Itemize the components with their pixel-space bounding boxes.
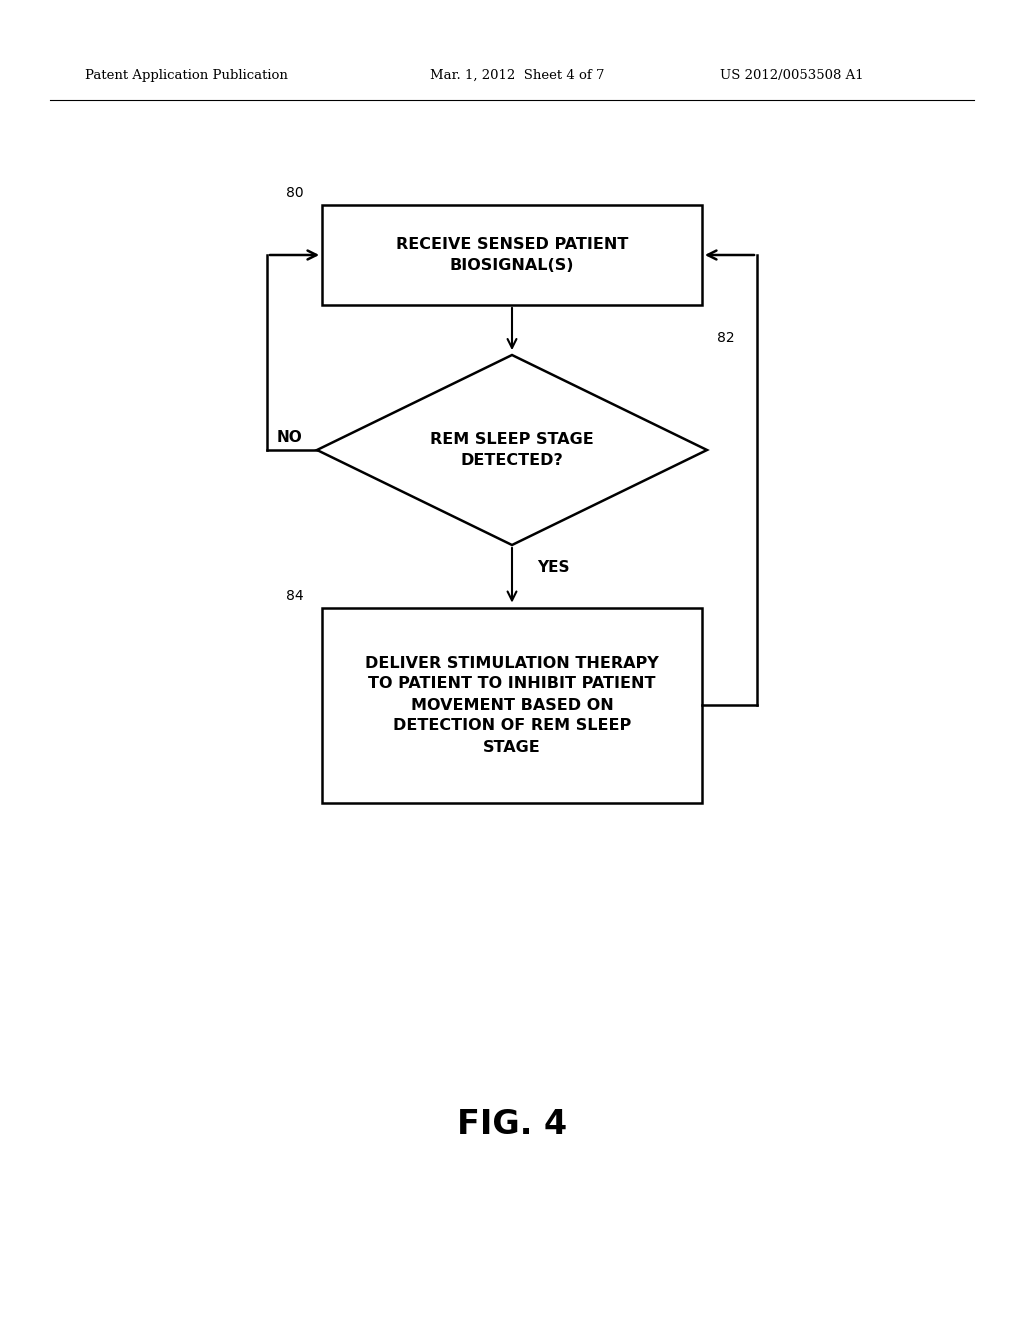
Text: YES: YES bbox=[537, 560, 569, 576]
Text: 82: 82 bbox=[717, 331, 734, 345]
Text: RECEIVE SENSED PATIENT
BIOSIGNAL(S): RECEIVE SENSED PATIENT BIOSIGNAL(S) bbox=[396, 238, 628, 273]
Text: FIG. 4: FIG. 4 bbox=[457, 1109, 567, 1142]
Text: REM SLEEP STAGE
DETECTED?: REM SLEEP STAGE DETECTED? bbox=[430, 432, 594, 469]
Bar bbox=[322, 607, 702, 803]
Text: NO: NO bbox=[276, 430, 302, 446]
Polygon shape bbox=[317, 355, 707, 545]
Text: DELIVER STIMULATION THERAPY
TO PATIENT TO INHIBIT PATIENT
MOVEMENT BASED ON
DETE: DELIVER STIMULATION THERAPY TO PATIENT T… bbox=[366, 656, 658, 755]
Text: Patent Application Publication: Patent Application Publication bbox=[85, 69, 288, 82]
Text: 84: 84 bbox=[287, 589, 304, 602]
Text: US 2012/0053508 A1: US 2012/0053508 A1 bbox=[720, 69, 863, 82]
Text: 80: 80 bbox=[287, 186, 304, 201]
Text: Mar. 1, 2012  Sheet 4 of 7: Mar. 1, 2012 Sheet 4 of 7 bbox=[430, 69, 604, 82]
Bar bbox=[322, 205, 702, 305]
